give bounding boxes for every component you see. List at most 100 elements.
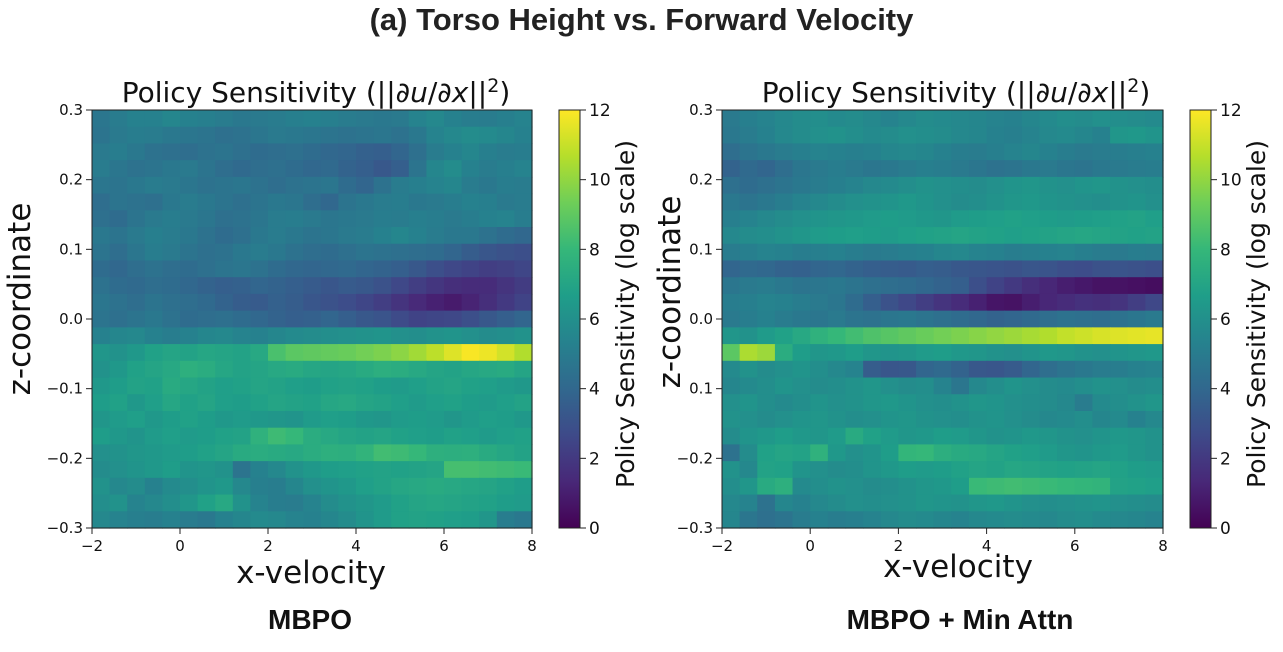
heatmap-cell: [514, 210, 533, 228]
heatmap-cell: [810, 410, 829, 429]
heatmap-cell: [144, 193, 163, 211]
heatmap-cell: [827, 310, 847, 328]
heatmap-cell: [739, 210, 758, 228]
heatmap-cell: [845, 210, 864, 228]
heatmap-cell: [444, 494, 463, 512]
heatmap-cell: [426, 210, 445, 228]
heatmap-cell: [986, 293, 1005, 312]
heatmap-cell: [232, 477, 251, 496]
heatmap-cell: [1127, 410, 1146, 429]
heatmap-cell: [986, 327, 1005, 345]
x-tick-label: −2: [81, 537, 103, 555]
heatmap-cell: [127, 494, 146, 512]
heatmap-cell: [810, 461, 829, 479]
heatmap-cell: [880, 477, 899, 496]
heatmap-cell: [757, 310, 776, 328]
heatmap-cell: [1039, 293, 1058, 312]
heatmap-cell: [810, 293, 829, 312]
heatmap-cell: [127, 110, 146, 128]
heatmap-cell: [391, 461, 410, 479]
heatmap-cell: [215, 360, 234, 379]
heatmap-cell: [757, 193, 776, 211]
heatmap-cell: [739, 193, 758, 211]
heatmap-cell: [426, 444, 445, 462]
heatmap-cell: [408, 243, 427, 262]
heatmap-cell: [479, 444, 498, 462]
heatmap-cell: [109, 360, 128, 379]
heatmap-cell: [1039, 227, 1058, 245]
heatmap-cell: [391, 344, 410, 362]
heatmap-cell: [461, 344, 480, 362]
heatmap-cell: [1039, 360, 1058, 379]
heatmap-cell: [880, 126, 899, 145]
heatmap-cell: [1039, 511, 1058, 529]
heatmap-panel-mbpo-min-attn: Policy Sensitivity (||∂u/∂x||2) −2 0 2 4 6 8 …: [652, 75, 1271, 585]
heatmap-cell: [1074, 210, 1094, 228]
heatmap-cell: [232, 293, 251, 312]
heatmap-cell: [408, 427, 427, 445]
heatmap-cell: [109, 143, 128, 161]
heatmap-cell: [408, 494, 427, 512]
heatmap-cell: [1092, 360, 1111, 379]
heatmap-cell: [863, 444, 882, 462]
heatmap-cell: [92, 310, 111, 328]
heatmap-cell: [916, 277, 935, 295]
heatmap-cell: [1039, 243, 1058, 262]
heatmap-cell: [951, 227, 970, 245]
heatmap-cell: [250, 227, 269, 245]
heatmap-cell: [968, 176, 988, 195]
heatmap-cell: [180, 193, 199, 211]
heatmap-cell: [1021, 461, 1041, 479]
heatmap-cell: [1039, 176, 1058, 195]
x-tick-label: 0: [805, 537, 815, 555]
heatmap-cell: [461, 310, 480, 328]
heatmap-cell: [863, 477, 882, 496]
heatmap-cell: [933, 511, 952, 529]
heatmap-cell: [722, 193, 741, 211]
heatmap-cell: [1127, 477, 1146, 496]
heatmap-cell: [1057, 461, 1076, 479]
heatmap-cell: [338, 444, 357, 462]
heatmap-cell: [373, 293, 392, 312]
heatmap-cell: [1074, 243, 1094, 262]
heatmap-cell: [827, 210, 847, 228]
heatmap-cell: [373, 310, 392, 328]
figure-title: (a) Torso Height vs. Forward Velocity: [369, 2, 914, 37]
heatmap-cell: [303, 327, 322, 345]
heatmap-cell: [827, 160, 847, 178]
heatmap-cell: [197, 511, 216, 529]
heatmap-cell: [127, 227, 146, 245]
heatmap-cell: [479, 394, 498, 412]
heatmap-cell: [951, 444, 970, 462]
heatmap-cell: [338, 327, 357, 345]
heatmap-cell: [827, 176, 847, 195]
heatmap-cell: [739, 110, 758, 128]
heatmap-cell: [1057, 210, 1076, 228]
heatmap-cell: [1092, 110, 1111, 128]
heatmap-cell: [268, 494, 287, 512]
heatmap-cell: [92, 227, 111, 245]
heatmap-cell: [722, 494, 741, 512]
heatmap-cell: [792, 444, 811, 462]
heatmap-cell: [722, 260, 741, 278]
heatmap-cell: [144, 126, 163, 145]
heatmap-cell: [1110, 176, 1129, 195]
heatmap-cell: [303, 410, 322, 429]
heatmap-cell: [1145, 360, 1164, 379]
heatmap-cell: [1004, 210, 1023, 228]
heatmap-cell: [951, 260, 970, 278]
heatmap-cell: [162, 310, 181, 328]
heatmap-cell: [863, 160, 882, 178]
heatmap-cell: [109, 277, 128, 295]
heatmap-cell: [109, 210, 128, 228]
heatmap-cell: [197, 410, 216, 429]
heatmap-cell: [1004, 360, 1023, 379]
heatmap-cell: [951, 477, 970, 496]
heatmap-cell: [250, 511, 269, 529]
heatmap-cell: [250, 260, 269, 278]
heatmap-cell: [1074, 193, 1094, 211]
heatmap-cell: [338, 260, 357, 278]
heatmap-cell: [1074, 461, 1094, 479]
heatmap-cell: [479, 110, 498, 128]
heatmap-cell: [951, 143, 970, 161]
